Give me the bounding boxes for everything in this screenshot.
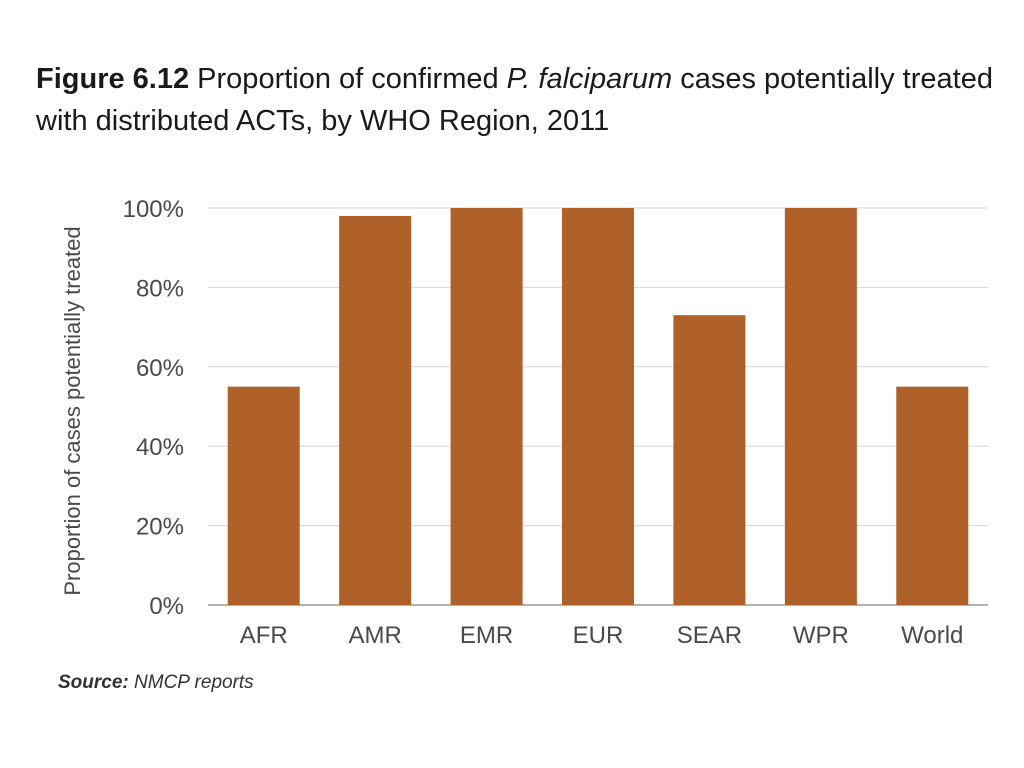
x-tick-label: EMR — [460, 622, 513, 649]
title-text-2: cases potentially treated with distribut… — [36, 63, 993, 137]
y-tick-label: 20% — [136, 514, 184, 541]
bar-sear — [673, 315, 746, 605]
x-tick-label: AFR — [240, 622, 288, 649]
source-label: Source: — [58, 672, 129, 693]
bar-wpr — [784, 208, 857, 605]
y-tick-label: 80% — [136, 275, 184, 302]
x-tick-label: AMR — [348, 622, 401, 649]
bar-emr — [450, 208, 523, 605]
source-note: Source: NMCP reports — [58, 672, 254, 694]
bars — [227, 208, 969, 605]
y-tick-label: 40% — [136, 434, 184, 461]
bar-afr — [227, 386, 300, 605]
title-species: P. falciparum — [506, 63, 673, 95]
x-tick-label: SEAR — [677, 622, 742, 649]
figure-number: Figure 6.12 — [36, 63, 190, 95]
y-axis-label: Proportion of cases potentially treated — [60, 226, 85, 595]
x-tick-label: World — [901, 622, 963, 649]
bar-eur — [562, 208, 634, 605]
source-text: NMCP reports — [128, 672, 254, 693]
x-tick-label: EUR — [573, 622, 624, 649]
title-text-1: Proportion of confirmed — [189, 63, 507, 95]
bar-amr — [339, 215, 412, 605]
x-tick-labels: AFR AMR EMR EUR SEAR WPR World — [240, 622, 964, 649]
y-tick-labels: 0% 20% 40% 60% 80% 100% — [123, 196, 184, 620]
y-tick-label: 0% — [149, 593, 184, 620]
chart-title: Figure 6.12 Proportion of confirmed P. f… — [36, 58, 996, 142]
bar-world — [896, 386, 969, 605]
x-tick-label: WPR — [793, 622, 849, 649]
y-tick-label: 60% — [136, 355, 184, 382]
y-tick-label: 100% — [123, 196, 184, 223]
